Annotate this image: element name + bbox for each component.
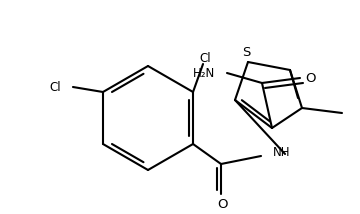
Text: O: O <box>217 198 227 211</box>
Text: Cl: Cl <box>199 52 211 65</box>
Text: O: O <box>305 71 315 85</box>
Text: NH: NH <box>273 146 291 159</box>
Text: S: S <box>242 46 250 58</box>
Text: Cl: Cl <box>49 80 61 94</box>
Text: H₂N: H₂N <box>193 67 215 79</box>
